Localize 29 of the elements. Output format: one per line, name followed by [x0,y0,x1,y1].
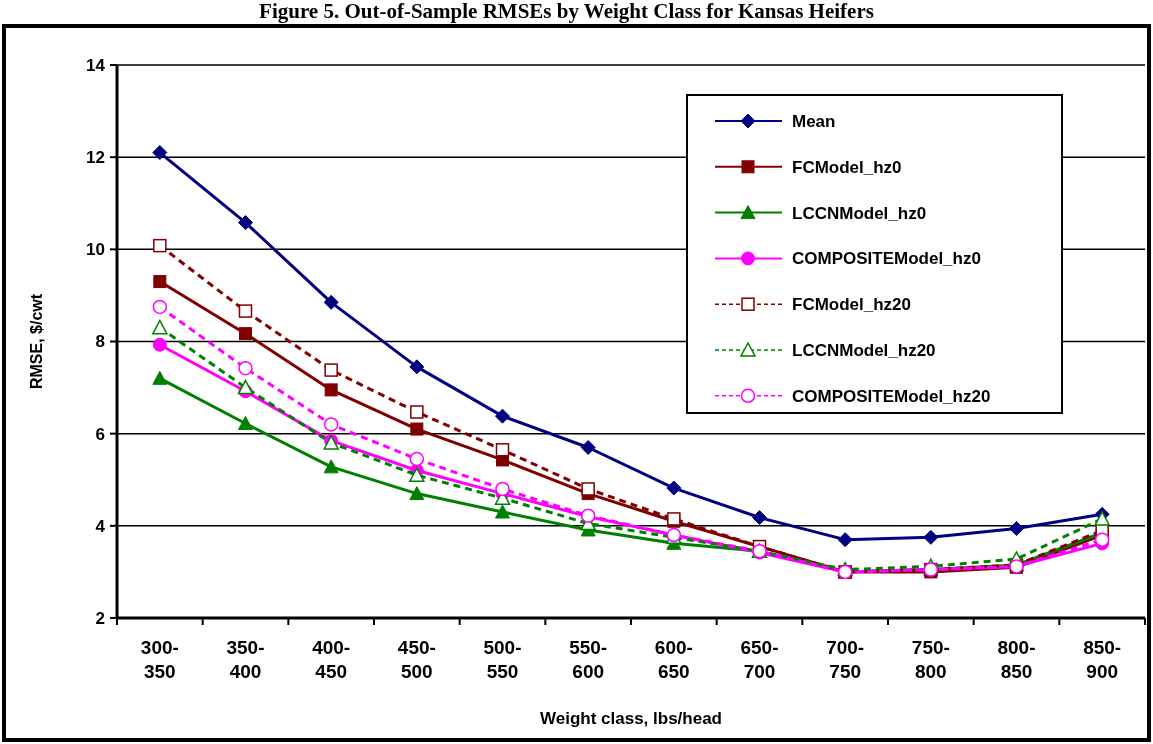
chart-title: Figure 5. Out-of-Sample RMSEs by Weight Class for Kansas Heifers [259,0,874,23]
y-tick-label: 12 [86,148,105,168]
legend-label: FCModel_hz0 [792,157,902,177]
y-tick-label: 6 [95,424,105,444]
x-tick-label: 500-550 [483,637,522,682]
legend-label: Mean [792,111,836,131]
x-tick-label: 700-750 [826,637,865,682]
x-tick-label: 450-500 [397,637,436,682]
legend-label: COMPOSITEModel_hz0 [792,249,981,269]
x-tick-label: 850-900 [1083,637,1122,682]
x-tick-label: 400-450 [312,637,351,682]
y-tick-label: 8 [95,332,105,352]
x-tick-label: 800-850 [997,637,1036,682]
x-axis-title: Weight class, lbs/head [539,709,723,728]
y-tick-label: 4 [95,516,106,536]
y-tick-label: 2 [95,608,105,628]
x-tick-label: 300-350 [140,637,179,682]
legend-label: LCCNModel_hz0 [792,203,927,223]
x-tick-label: 350-400 [226,637,265,682]
legend-label: FCModel_hz20 [792,295,912,315]
x-tick-label: 550-600 [569,637,608,682]
x-tick-label: 600-650 [654,637,693,682]
y-axis-title: RMSE, $/cwt [28,293,45,390]
legend-label: COMPOSITEModel_hz20 [792,386,991,406]
y-tick-label: 10 [86,240,105,260]
legend-label: LCCNModel_hz20 [792,340,936,360]
y-tick-label: 14 [86,55,106,75]
x-tick-label: 750-800 [911,637,950,682]
x-tick-label: 650-700 [740,637,779,682]
